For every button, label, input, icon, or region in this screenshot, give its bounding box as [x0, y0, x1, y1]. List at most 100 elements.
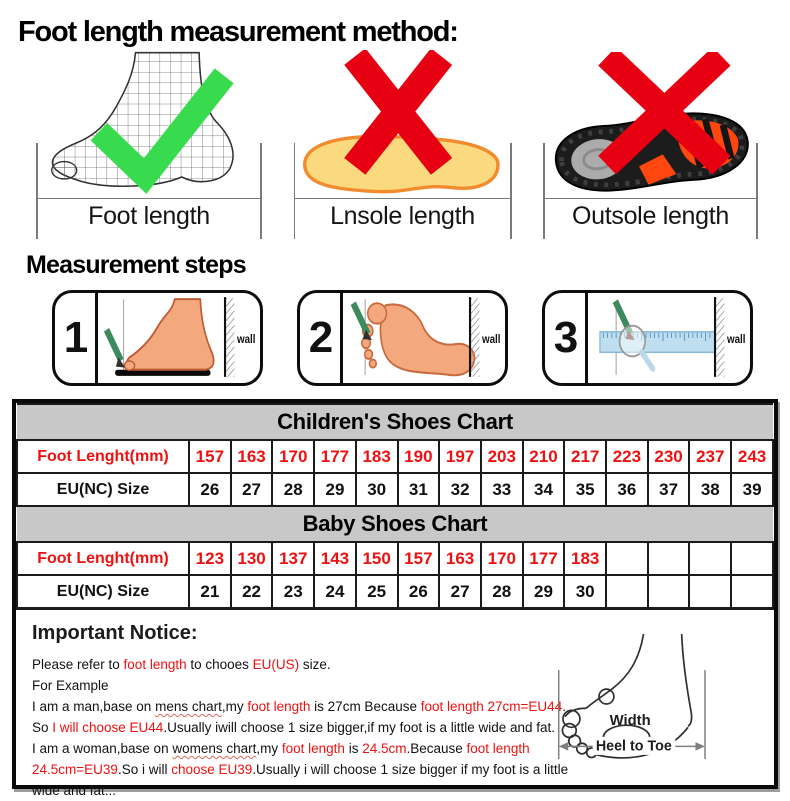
size-cell: 143 [313, 541, 357, 576]
notice-text: For Example [32, 678, 109, 694]
pencil-icon [103, 328, 124, 363]
size-cell [730, 574, 774, 609]
size-cell [730, 541, 774, 576]
mesh-foot-check-icon [36, 48, 262, 198]
size-cell: 29 [521, 574, 566, 609]
label-backing [592, 736, 676, 755]
size-cell: 177 [521, 541, 566, 576]
width-label: Width [610, 713, 651, 729]
notice-text: mens chart [155, 699, 222, 715]
size-cell: 130 [229, 541, 274, 576]
pencil-tip [115, 357, 126, 368]
ground-bar [115, 369, 211, 376]
size-table: Children's Shoes Chart Foot Lenght(mm) 1… [16, 403, 774, 609]
notice-text: .Usually i will choose 1 size bigger if … [252, 762, 569, 778]
method-figures-row: Foot length Lnsole length [6, 49, 784, 239]
figure-label: Lnsole length [330, 202, 475, 230]
magnifier-handle [639, 349, 656, 372]
ruler-icon [599, 331, 716, 354]
notice-text: I am a man,base on [32, 699, 156, 715]
highlighted-text: foot length [247, 699, 311, 715]
size-cell [605, 541, 649, 576]
size-cell: 170 [479, 541, 524, 576]
measurement-steps-title: Measurement steps [26, 251, 247, 279]
step-number: 2 [300, 293, 343, 383]
notice-text: . [562, 699, 566, 715]
highlighted-text: foot length [466, 741, 530, 757]
size-cell: 29 [313, 472, 357, 507]
table-row: EU(NC) Size 21 22 23 24 25 26 27 28 29 30 [16, 574, 774, 609]
size-cell [688, 574, 733, 609]
step3-illustration: wall [599, 297, 745, 377]
step2-footprint-wall-icon: wall [343, 293, 505, 383]
size-cell [688, 541, 733, 576]
row-label: Foot Lenght(mm) [16, 541, 190, 576]
arrow-right [695, 742, 705, 751]
highlighted-text: foot length 27cm=EU44 [420, 699, 563, 715]
foot-side-view [125, 298, 215, 371]
measure-bracket: Outsole length [543, 143, 758, 239]
notice-text: ,my [256, 741, 282, 757]
outsole-cross-icon [543, 48, 758, 198]
chart-title: Children's Shoes Chart [17, 403, 773, 441]
row-label: Foot Lenght(mm) [16, 439, 190, 474]
insole-cross-icon [302, 50, 500, 194]
size-cell: 30 [354, 472, 399, 507]
children-chart-title-row: Children's Shoes Chart [17, 403, 773, 441]
size-cell: 150 [354, 541, 399, 576]
step-1: 1 wall [52, 290, 263, 386]
notice-line: wide and fat... [32, 780, 580, 801]
size-cell: 36 [605, 472, 649, 507]
figure-foot-length: Foot length [36, 48, 262, 239]
red-cross-icon [343, 50, 452, 175]
wall-hatch [715, 298, 725, 377]
notice-line: For Example [32, 675, 580, 696]
notice-text: ,my [221, 699, 248, 715]
notice-text: I am a woman,base on [32, 741, 173, 757]
wall-label: wall [726, 333, 745, 346]
row-label: EU(NC) Size [16, 472, 190, 507]
insole-shape [302, 134, 500, 194]
size-cell: 183 [563, 541, 608, 576]
table-row: EU(NC) Size 26 27 28 29 30 31 32 33 34 35 36 37 38 39 [16, 472, 774, 507]
size-cell: 177 [313, 439, 357, 474]
size-cell: 28 [271, 472, 316, 507]
size-cell: 26 [396, 574, 441, 609]
notice-text: Please refer to [32, 657, 124, 672]
size-cell: 37 [646, 472, 691, 507]
figure-insole-length: Lnsole length [293, 48, 512, 239]
size-cell: 26 [188, 472, 232, 507]
step1-foot-wall-icon: wall [98, 293, 260, 383]
arrow-left [558, 742, 569, 751]
size-cell [646, 541, 691, 576]
notice-text: is [344, 741, 363, 757]
size-cell: 27 [229, 472, 274, 507]
highlighted-text: 24.5cm=EU39 [32, 762, 118, 778]
notice-text: .So i will [117, 762, 172, 778]
baby-chart-title-row: Baby Shoes Chart [17, 505, 773, 543]
table-row: Foot Lenght(mm) 157 163 170 177 183 190 197 203… [16, 439, 774, 474]
step-number: 3 [545, 293, 588, 383]
figure-label: Foot length [88, 202, 210, 230]
notice-text: .Because [406, 741, 467, 757]
step-number: 1 [55, 293, 98, 383]
magnifier-icon [618, 324, 646, 358]
size-cell [646, 574, 691, 609]
pencil-icon [350, 301, 371, 336]
size-cell: 24 [313, 574, 357, 609]
chart-title: Baby Shoes Chart [17, 505, 773, 543]
notice-line: So I will choose EU44.Usually iwill choo… [32, 717, 580, 738]
notice-line: 24.5cm=EU39.So i will choose EU39.Usuall… [32, 759, 580, 780]
size-chart-panel: Children's Shoes Chart Foot Lenght(mm) 1… [12, 399, 778, 798]
pencil-tip [362, 329, 372, 341]
row-label: EU(NC) Size [16, 574, 190, 609]
page-title: Foot length measurement method: [18, 16, 459, 48]
measure-bracket: Lnsole length [293, 143, 512, 239]
highlighted-text: 24.5cm [362, 741, 407, 757]
wall-hatch [225, 298, 235, 377]
notice-text: So [32, 720, 53, 736]
size-cell: 27 [438, 574, 482, 609]
size-cell: 217 [563, 439, 608, 474]
step2-illustration: wall [350, 297, 500, 377]
size-cell: 33 [479, 472, 524, 507]
